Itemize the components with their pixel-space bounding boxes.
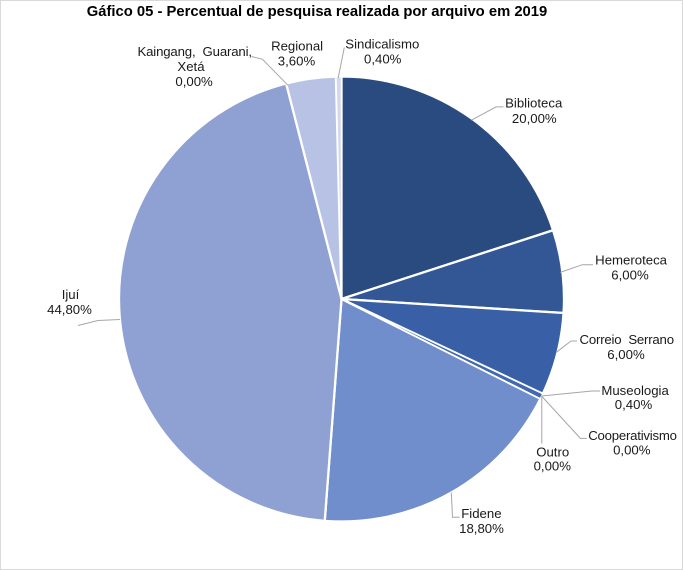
svg-text:6,00%: 6,00%	[611, 268, 649, 283]
svg-text:Outro: Outro	[536, 444, 569, 459]
svg-text:Hemeroteca: Hemeroteca	[595, 253, 667, 268]
svg-text:Gáfico 05 - Percentual de pesq: Gáfico 05 - Percentual de pesquisa reali…	[87, 4, 548, 20]
svg-text:Museologia: Museologia	[601, 383, 669, 398]
svg-text:44,80%: 44,80%	[47, 302, 92, 317]
svg-text:3,60%: 3,60%	[278, 54, 316, 69]
svg-text:6,00%: 6,00%	[607, 347, 645, 362]
svg-text:Sindicalismo: Sindicalismo	[345, 37, 419, 52]
svg-text:Cooperativismo: Cooperativismo	[588, 428, 677, 443]
svg-text:0,00%: 0,00%	[613, 443, 651, 458]
svg-text:0,00%: 0,00%	[534, 459, 572, 474]
svg-text:Regional: Regional	[271, 39, 323, 54]
svg-text:Ijuí: Ijuí	[62, 287, 80, 302]
svg-text:18,80%: 18,80%	[459, 521, 504, 536]
svg-text:0,00%: 0,00%	[175, 74, 213, 89]
svg-text:0,40%: 0,40%	[364, 51, 402, 66]
svg-text:Fidene: Fidene	[461, 506, 501, 521]
svg-text:20,00%: 20,00%	[512, 111, 557, 126]
svg-text:0,40%: 0,40%	[615, 397, 653, 412]
svg-text:Correio Serrano: Correio Serrano	[580, 332, 674, 347]
svg-text:Kaingang, Guarani,: Kaingang, Guarani,	[137, 44, 251, 59]
svg-text:Xetá: Xetá	[177, 59, 205, 74]
svg-text:Biblioteca: Biblioteca	[505, 95, 563, 110]
